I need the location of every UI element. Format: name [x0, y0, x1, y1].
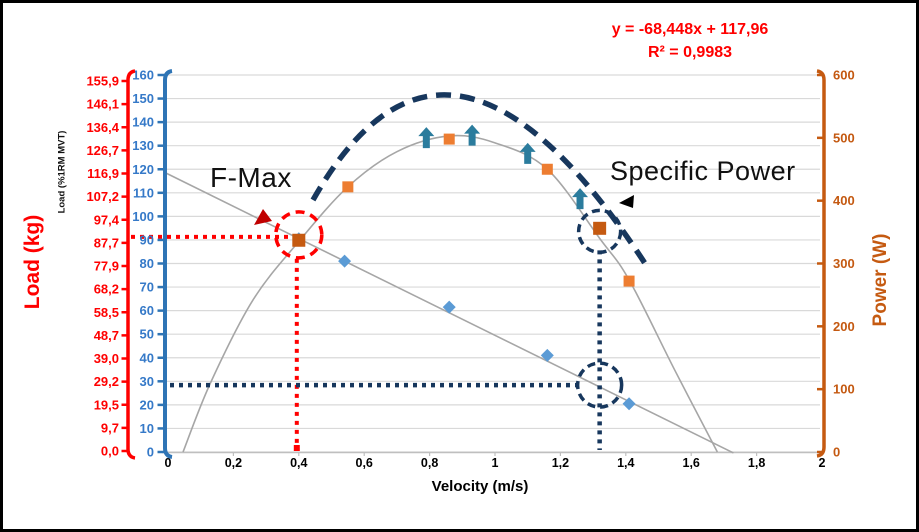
specific-power-label: Specific Power	[610, 156, 796, 186]
power-axis-title: Power (W)	[870, 233, 891, 327]
load-kg-tick-label: 126,7	[86, 143, 119, 158]
diamond-point	[442, 300, 456, 314]
up-arrow-icon	[418, 127, 435, 149]
specific-power-load-circle	[575, 361, 624, 409]
load-pct-tick-label: 130	[132, 138, 154, 153]
load-pct-tick-label: 100	[132, 209, 154, 224]
fmax-circle	[274, 210, 324, 260]
load-pct-tick-label: 110	[133, 185, 154, 200]
load-kg-tick-label: 136,4	[86, 120, 119, 135]
specific-power-pointer-icon	[619, 195, 634, 208]
trendline-r-squared: R² = 0,9983	[647, 44, 733, 62]
up-arrow-icon	[572, 188, 589, 210]
load-pct-tick-label: 0	[147, 445, 154, 460]
load-pct-tick-label: 140	[132, 115, 154, 130]
load-pct-tick-label: 150	[132, 91, 154, 106]
fmax-label: F-Max	[210, 162, 292, 193]
load-kg-tick-label: 0,0	[101, 444, 119, 459]
x-tick-label: 1,2	[552, 456, 569, 470]
load-pct-axis-title: Load (%1RM MVT)	[56, 130, 68, 214]
load-kg-tick-label: 155,9	[86, 74, 119, 89]
power-tick-label: 200	[833, 319, 855, 334]
trendline-equation-block: y = -68,448x + 117,96 R² = 0,9983	[540, 18, 840, 64]
load-kg-tick-label: 68,2	[94, 282, 119, 297]
power-tick-label: 300	[833, 256, 855, 271]
load-kg-tick-label: 97,4	[94, 212, 120, 227]
load-kg-tick-label: 116,9	[87, 166, 119, 181]
load-pct-tick-label: 80	[140, 256, 154, 271]
power-point-highlight	[593, 221, 607, 235]
load-pct-tick-label: 50	[140, 327, 154, 342]
load-kg-tick-label: 77,9	[94, 259, 119, 274]
up-arrow-icon	[464, 124, 481, 146]
load-pct-tick-label: 20	[140, 397, 154, 412]
x-tick-label: 1,6	[683, 456, 700, 470]
load-kg-axis-line	[126, 69, 136, 460]
load-kg-tick-label: 87,7	[94, 235, 119, 250]
fmax-pointer-icon	[254, 209, 272, 225]
x-tick-label: 0	[165, 456, 172, 470]
load-kg-tick-label: 107,2	[86, 189, 119, 204]
power-point	[623, 275, 635, 287]
power-tick-label: 100	[833, 382, 855, 397]
load-pct-tick-label: 120	[132, 162, 154, 177]
trendline-equation: y = -68,448x + 117,96	[611, 21, 769, 38]
power-point	[443, 133, 455, 145]
diamond-point	[622, 397, 636, 411]
x-tick-label: 2	[819, 456, 826, 470]
dashed-arc	[310, 92, 651, 270]
power-tick-label: 400	[833, 193, 855, 208]
load-kg-tick-label: 19,5	[94, 397, 119, 412]
diamond-point	[540, 348, 554, 362]
load-pct-tick-label: 90	[140, 232, 154, 247]
load-kg-tick-label: 39,0	[94, 351, 119, 366]
load-pct-tick-label: 30	[140, 374, 154, 389]
load-pct-tick-label: 40	[140, 350, 154, 365]
load-pct-tick-label: 160	[132, 68, 154, 83]
specific-power-circle	[576, 208, 623, 255]
load-kg-axis-title: Load (kg)	[21, 214, 44, 310]
x-tick-label: 1	[492, 456, 499, 470]
x-tick-label: 0,6	[356, 456, 373, 470]
power-point	[541, 163, 553, 175]
x-axis-title: Velocity (m/s)	[431, 478, 529, 495]
load-kg-tick-label: 29,2	[94, 374, 119, 389]
up-arrow-icon	[519, 142, 536, 164]
load-pct-tick-label: 70	[140, 280, 154, 295]
trend-line	[166, 172, 734, 454]
power-point-highlight	[292, 233, 306, 247]
x-tick-label: 1,4	[617, 456, 634, 470]
power-point	[342, 181, 354, 193]
load-kg-tick-label: 9,7	[101, 420, 119, 435]
x-tick-label: 0,8	[421, 456, 438, 470]
load-kg-tick-label: 48,7	[94, 328, 119, 343]
load-kg-tick-label: 58,5	[94, 305, 119, 320]
load-kg-tick-label: 146,1	[86, 97, 119, 112]
x-tick-label: 0,2	[225, 456, 242, 470]
load-pct-tick-label: 60	[140, 303, 154, 318]
red-axis-marker	[293, 445, 300, 451]
load-pct-tick-label: 10	[140, 421, 154, 436]
x-tick-label: 1,8	[748, 456, 765, 470]
power-tick-label: 0	[833, 445, 840, 460]
power-tick-label: 500	[833, 130, 855, 145]
power-tick-label: 600	[833, 68, 855, 83]
x-tick-label: 0,4	[290, 456, 307, 470]
diamond-point	[338, 254, 352, 268]
